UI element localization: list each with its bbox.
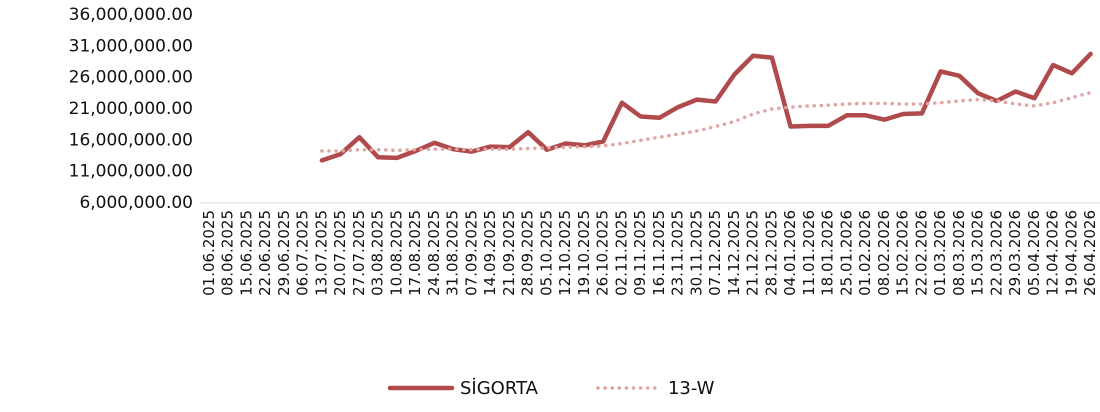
x-tick-label: 12.10.2025: [556, 210, 574, 296]
x-tick-label: 07.09.2025: [462, 210, 480, 296]
x-tick-label: 30.11.2025: [687, 210, 705, 296]
x-tick-label: 24.08.2025: [425, 210, 443, 296]
x-tick-label: 20.07.2025: [331, 210, 349, 296]
x-tick-label: 06.07.2025: [294, 210, 312, 296]
x-tick-label: 21.09.2025: [500, 210, 518, 296]
x-tick-label: 14.12.2025: [725, 210, 743, 296]
x-tick-label: 04.01.2026: [781, 210, 799, 296]
x-tick-label: 29.03.2026: [1006, 210, 1024, 296]
x-tick-label: 31.08.2025: [444, 210, 462, 296]
x-tick-label: 02.11.2025: [612, 210, 630, 296]
x-tick-label: 03.08.2025: [369, 210, 387, 296]
x-tick-label: 17.08.2025: [406, 210, 424, 296]
y-tick-label: 21,000,000.00: [69, 99, 193, 119]
x-tick-label: 11.01.2026: [800, 210, 818, 296]
y-tick-label: 11,000,000.00: [69, 162, 193, 182]
y-tick-label: 36,000,000.00: [69, 5, 193, 25]
x-tick-label: 05.10.2025: [537, 210, 555, 296]
x-tick-label: 01.03.2026: [931, 210, 949, 296]
x-tick-label: 08.06.2025: [219, 210, 237, 296]
series-line: [320, 90, 1093, 153]
x-tick-label: 19.10.2025: [575, 210, 593, 296]
y-tick-label: 6,000,000.00: [79, 193, 193, 213]
x-tick-label: 22.03.2026: [987, 210, 1005, 296]
x-tick-label: 08.02.2026: [875, 210, 893, 296]
x-tick-label: 29.06.2025: [275, 210, 293, 296]
legend-label: 13-W: [668, 378, 715, 399]
x-tick-label: 08.03.2026: [950, 210, 968, 296]
x-tick-label: 10.08.2025: [387, 210, 405, 296]
x-tick-label: 19.04.2026: [1062, 210, 1080, 296]
x-tick-label: 23.11.2025: [669, 210, 687, 296]
x-tick-label: 01.02.2026: [856, 210, 874, 296]
x-tick-label: 28.12.2025: [762, 210, 780, 296]
x-tick-label: 25.01.2026: [837, 210, 855, 296]
x-tick-label: 13.07.2025: [312, 210, 330, 296]
x-tick-label: 21.12.2025: [744, 210, 762, 296]
x-tick-label: 12.04.2026: [1044, 210, 1062, 296]
x-tick-label: 07.12.2025: [706, 210, 724, 296]
x-tick-label: 05.04.2026: [1025, 210, 1043, 296]
x-tick-label: 26.04.2026: [1081, 210, 1099, 296]
x-tick-label: 14.09.2025: [481, 210, 499, 296]
series-line: [319, 51, 1093, 163]
x-tick-label: 22.02.2026: [912, 210, 930, 296]
x-tick-label: 18.01.2026: [819, 210, 837, 296]
x-tick-label: 15.06.2025: [237, 210, 255, 296]
y-tick-label: 16,000,000.00: [69, 130, 193, 150]
x-tick-label: 22.06.2025: [256, 210, 274, 296]
x-tick-label: 28.09.2025: [519, 210, 537, 296]
x-tick-label: 01.06.2025: [200, 210, 218, 296]
x-tick-label: 15.03.2026: [969, 210, 987, 296]
x-tick-label: 15.02.2026: [894, 210, 912, 296]
y-tick-label: 31,000,000.00: [69, 36, 193, 56]
x-tick-label: 27.07.2025: [350, 210, 368, 296]
x-tick-label: 09.11.2025: [631, 210, 649, 296]
x-tick-label: 16.11.2025: [650, 210, 668, 296]
x-tick-label: 26.10.2025: [594, 210, 612, 296]
legend-label: SİGORTA: [460, 378, 539, 399]
y-tick-label: 26,000,000.00: [69, 68, 193, 88]
